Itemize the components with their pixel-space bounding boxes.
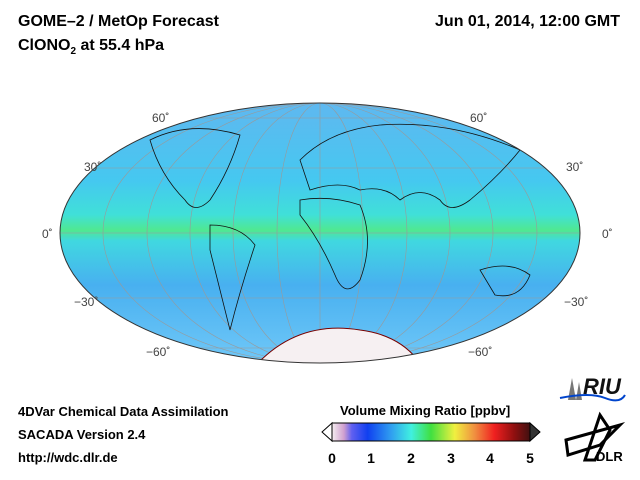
lat-label-30s-right: −30˚ xyxy=(564,295,589,309)
lat-label-30n-right: 30˚ xyxy=(566,160,584,174)
lat-label-60n-right: 60˚ xyxy=(470,111,488,125)
lat-label-eq-right: 0˚ xyxy=(602,227,613,241)
colorbar-title: Volume Mixing Ratio [ppbv] xyxy=(340,403,511,418)
product-title: GOME–2 / MetOp Forecast xyxy=(18,13,219,30)
footer-line-2: SACADA Version 2.4 xyxy=(18,427,146,442)
footer-line-1: 4DVar Chemical Data Assimilation xyxy=(18,404,229,419)
antarctica xyxy=(256,327,421,363)
riu-logo-text: RIU xyxy=(583,374,621,399)
lat-label-60n-left: 60˚ xyxy=(152,111,170,125)
colorbar-tick: 4 xyxy=(486,450,494,466)
dlr-logo-text: DLR xyxy=(596,449,623,464)
coastlines xyxy=(149,123,531,331)
dlr-logo xyxy=(564,411,626,462)
footer-url[interactable]: http://wdc.dlr.de xyxy=(18,450,118,465)
pressure-level: at 55.4 hPa xyxy=(76,37,165,54)
lat-label-eq-left: 0˚ xyxy=(42,227,53,241)
colorbar-max-arrow xyxy=(529,421,541,443)
colorbar-tick: 5 xyxy=(526,450,534,466)
species-name: ClONO xyxy=(18,37,71,54)
colorbar-tick: 1 xyxy=(367,450,375,466)
colorbar xyxy=(331,422,531,442)
lat-label-30n-left: 30˚ xyxy=(84,160,102,174)
colorbar-tick: 0 xyxy=(328,450,336,466)
datetime: Jun 01, 2014, 12:00 GMT xyxy=(435,13,620,30)
colorbar-tick: 3 xyxy=(447,450,455,466)
lat-label-60s-left: −60˚ xyxy=(146,345,171,359)
species-label: ClONO2 at 55.4 hPa xyxy=(18,37,164,57)
lat-label-30s-left: −30˚ xyxy=(74,295,99,309)
lat-label-60s-right: −60˚ xyxy=(468,345,493,359)
colorbar-tick: 2 xyxy=(407,450,415,466)
colorbar-min-arrow xyxy=(321,421,333,443)
species-subscript: 2 xyxy=(70,46,77,58)
